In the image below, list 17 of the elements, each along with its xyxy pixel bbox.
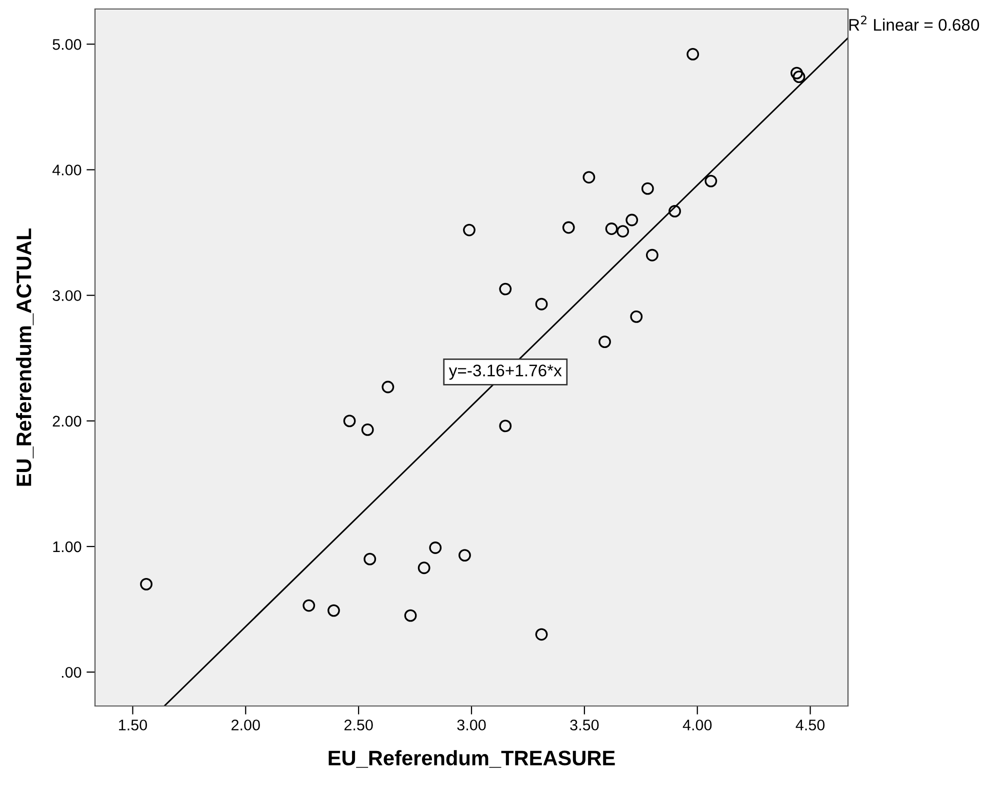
y-tick-label: 4.00 xyxy=(52,164,82,176)
x-tick-label: 3.50 xyxy=(570,720,599,730)
x-tick-label: 2.50 xyxy=(344,720,373,730)
x-tick-label: 4.00 xyxy=(682,720,712,730)
y-tick-label: 1.00 xyxy=(53,541,82,552)
y-tick-label: .00 xyxy=(62,666,82,678)
y-tick-label: 2.00 xyxy=(52,416,82,427)
y-tick-label: 5.00 xyxy=(52,39,82,50)
x-tick-label: 3.00 xyxy=(457,720,486,730)
annotation: y=-3.16+1.76*x xyxy=(448,364,562,380)
x-tick-label: 2.00 xyxy=(232,720,260,730)
x-tick-label: 4.50 xyxy=(796,720,825,730)
y-axis-title: EU_Referendum_ACTUAL xyxy=(16,228,34,486)
x-axis-title: EU_Referendum_TREASURE xyxy=(328,750,615,768)
text: R$^{2}$ Linear = 0.680 xyxy=(849,16,980,31)
y-tick-label: 3.00 xyxy=(52,290,82,302)
x-tick-label: 1.50 xyxy=(119,720,147,730)
